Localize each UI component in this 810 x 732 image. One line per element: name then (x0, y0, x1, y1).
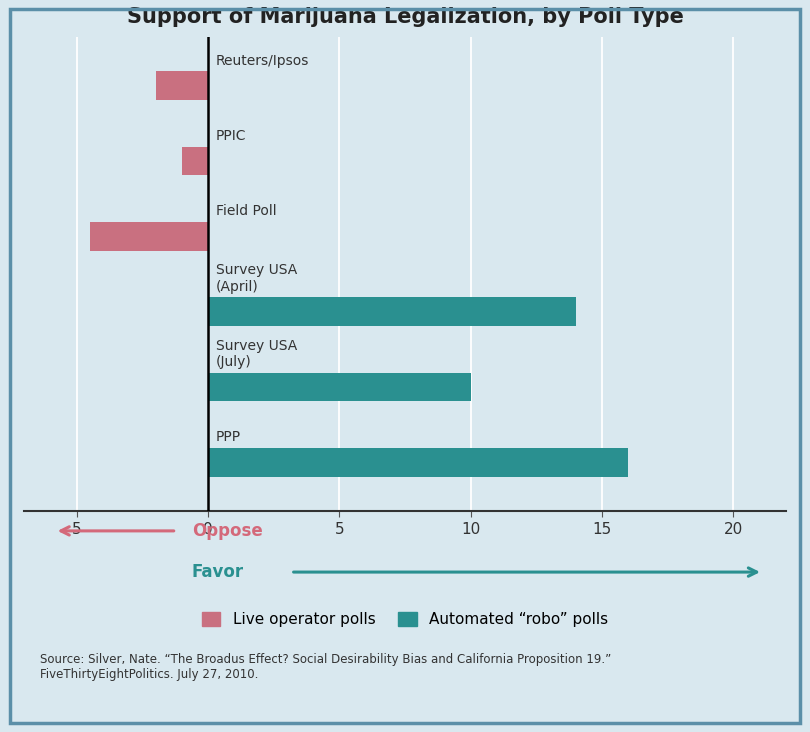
Text: Survey USA
(April): Survey USA (April) (216, 264, 297, 294)
Text: Source: Silver, Nate. “The Broadus Effect? Social Desirability Bias and Californ: Source: Silver, Nate. “The Broadus Effec… (40, 653, 611, 681)
Text: Survey USA
(July): Survey USA (July) (216, 339, 297, 369)
Bar (208, 373, 471, 401)
Text: Favor: Favor (192, 563, 244, 581)
Bar (90, 222, 208, 250)
Text: Field Poll: Field Poll (216, 204, 276, 218)
Text: Oppose: Oppose (192, 522, 262, 540)
Legend: Live operator polls, Automated “robo” polls: Live operator polls, Automated “robo” po… (194, 604, 616, 635)
Text: PPIC: PPIC (216, 129, 246, 143)
Bar (208, 297, 576, 326)
Bar (156, 71, 208, 100)
Title: Support of Marijuana Legalization, by Poll Type: Support of Marijuana Legalization, by Po… (126, 7, 684, 26)
Text: PPP: PPP (216, 430, 241, 444)
Bar (181, 146, 208, 175)
Bar (208, 448, 629, 477)
Text: Reuters/Ipsos: Reuters/Ipsos (216, 53, 309, 67)
